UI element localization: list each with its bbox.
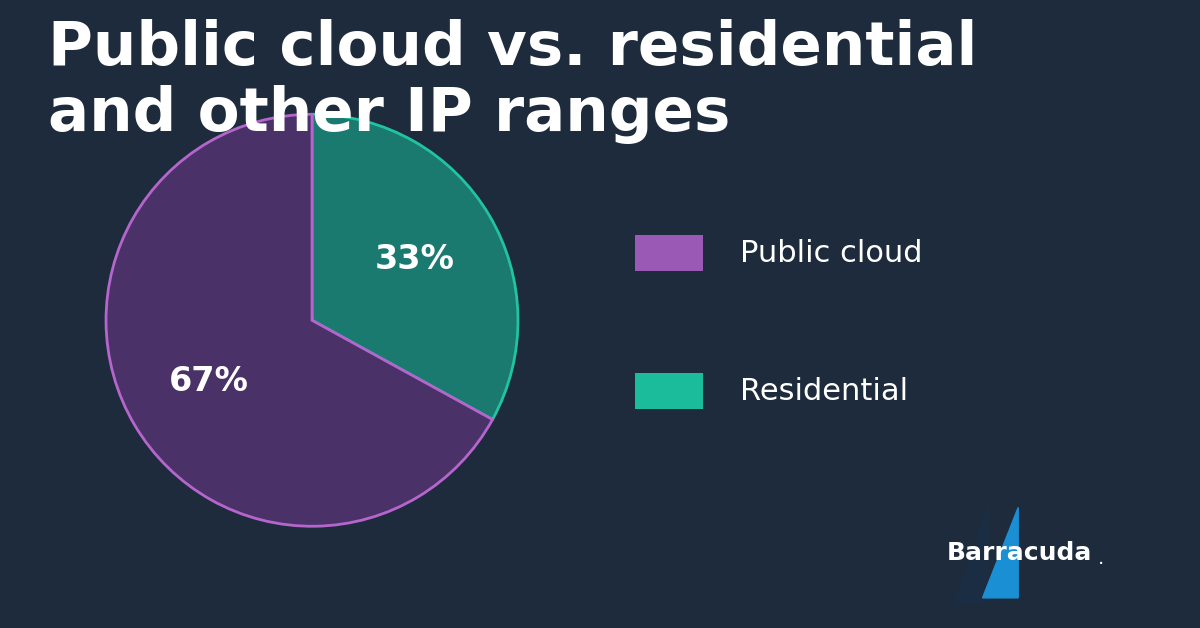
FancyBboxPatch shape xyxy=(635,236,703,271)
Text: Barracuda: Barracuda xyxy=(947,541,1092,565)
Wedge shape xyxy=(312,114,518,420)
FancyBboxPatch shape xyxy=(635,374,703,409)
Text: 33%: 33% xyxy=(374,243,455,276)
Wedge shape xyxy=(106,114,492,526)
Text: Public cloud: Public cloud xyxy=(740,239,923,268)
Text: Residential: Residential xyxy=(740,377,908,406)
Text: Public cloud vs. residential
and other IP ranges: Public cloud vs. residential and other I… xyxy=(48,19,977,144)
Text: .: . xyxy=(1098,550,1104,568)
Text: 67%: 67% xyxy=(169,365,250,398)
Polygon shape xyxy=(953,502,989,603)
Polygon shape xyxy=(983,507,1019,598)
